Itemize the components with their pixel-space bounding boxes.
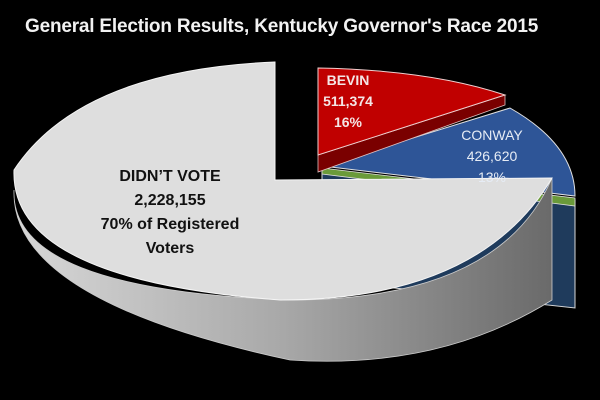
- bevin-label: BEVIN 511,374 16%: [323, 72, 373, 130]
- conway-label: CONWAY 426,620 13%: [461, 127, 523, 185]
- chart-title: General Election Results, Kentucky Gover…: [25, 16, 539, 37]
- didnt-vote-slice: [13, 61, 553, 301]
- didnt-vote-label: DIDN’T VOTE 2,228,155 70% of Registered …: [100, 168, 240, 257]
- bevin-slice: [317, 67, 507, 156]
- conway-slice: [321, 107, 576, 197]
